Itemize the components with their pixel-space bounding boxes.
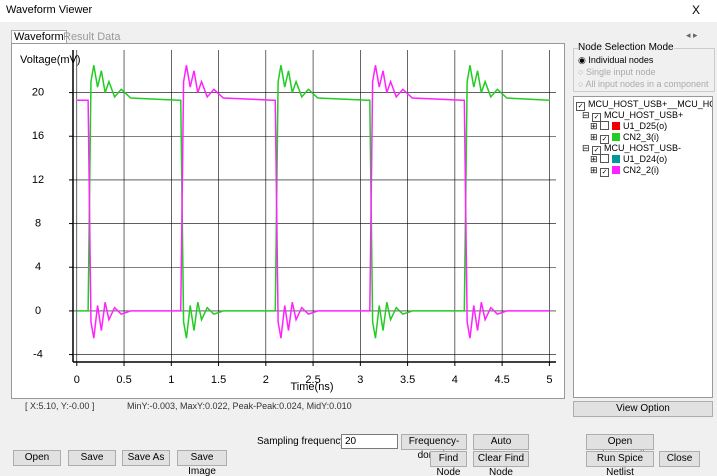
radio-label: Individual nodes: [588, 55, 654, 65]
tree-group[interactable]: ⊟ ✓ MCU_HOST_USB-: [582, 143, 682, 155]
close-button[interactable]: Close: [659, 451, 700, 467]
open-button[interactable]: Open: [13, 450, 61, 466]
x-tick-label: 2.5: [305, 374, 320, 386]
y-tick-label: 16: [32, 130, 44, 142]
swatch: [612, 155, 621, 163]
tree-label: CN2_3(i): [623, 132, 660, 142]
x-axis-label: Time(ns): [291, 381, 334, 393]
find-node-button[interactable]: Find Node: [430, 451, 467, 476]
x-tick-label: 1: [168, 374, 174, 386]
swatch: [612, 133, 621, 141]
auto-measure-button[interactable]: Auto Measure: [473, 434, 529, 461]
sampling-label: Sampling frequency: [257, 436, 346, 447]
y-tick-label: 0: [35, 305, 41, 317]
radio-single[interactable]: ○ Single input node: [578, 67, 656, 77]
save-image-button[interactable]: Save Image: [177, 450, 227, 476]
title-bar: [0, 0, 717, 22]
tree-node[interactable]: ⊞ ✓ CN2_2(i): [590, 165, 660, 177]
x-tick-label: 0.5: [116, 374, 131, 386]
x-tick-label: 3: [357, 374, 363, 386]
chart: Voltage(mV) Time(ns) 0 0.5 1 1.5 2 2.5 3 3.5 4 4.…: [20, 50, 556, 393]
node-tree: ✓MCU_HOST_USB+__MCU_HOST_ ⊟ ✓MCU_HOST_US…: [573, 96, 713, 398]
radio-individual[interactable]: ◉ Individual nodes: [578, 55, 654, 65]
x-tick-label: 0: [74, 374, 80, 386]
plot-frame: [11, 43, 565, 399]
x-tick-label: 3.5: [400, 374, 415, 386]
x-tick-label: 1.5: [211, 374, 226, 386]
swatch: [612, 122, 621, 130]
radio-label: Single input node: [585, 67, 656, 77]
tab-nav[interactable]: ◂ ▸: [686, 30, 698, 40]
window-title: Waveform Viewer: [6, 4, 93, 16]
close-x[interactable]: X: [692, 3, 701, 17]
y-tick-label: 20: [32, 86, 44, 98]
radio-all[interactable]: ○ All input nodes in a component: [578, 79, 709, 89]
tree-label: CN2_2(i): [623, 165, 660, 175]
y-tick-label: 4: [35, 261, 41, 273]
open-spiceout-button[interactable]: Open SpiceOut File: [586, 434, 654, 461]
save-as-button[interactable]: Save As: [122, 450, 170, 466]
tree-label: MCU_HOST_USB-: [604, 143, 682, 153]
tree-node[interactable]: ⊞ ✓ CN2_3(i): [590, 132, 660, 144]
run-spice-button[interactable]: Run Spice Netlist: [586, 451, 654, 476]
stats-readout: MinY:-0.003, MaxY:0.022, Peak-Peak:0.024…: [127, 401, 352, 411]
frequency-domain-button[interactable]: Frequency-domain: [401, 434, 467, 461]
clear-find-node-button[interactable]: Clear Find Node: [473, 451, 529, 476]
y-axis-label: Voltage(mV): [20, 54, 81, 66]
save-button[interactable]: Save: [68, 450, 116, 466]
x-tick-label: 5: [546, 374, 552, 386]
x-tick-label: 4.5: [494, 374, 509, 386]
tree-label: MCU_HOST_USB+: [604, 110, 684, 120]
view-option-button[interactable]: View Option: [573, 401, 713, 417]
y-tick-label: 8: [35, 217, 41, 229]
tab-result-data[interactable]: Result Data: [63, 31, 121, 43]
tree-label: U1_D25(o): [623, 121, 668, 131]
tree-label: U1_D24(o): [623, 154, 668, 164]
series-line: [76, 65, 550, 339]
tree-node[interactable]: ⊞ U1_D25(o): [590, 121, 668, 131]
radio-label: All input nodes in a component: [585, 79, 709, 89]
tree-root[interactable]: ✓MCU_HOST_USB+__MCU_HOST_: [576, 99, 712, 111]
tab-waveform[interactable]: Waveform: [11, 30, 67, 43]
series-line: [76, 65, 550, 339]
node-mode-title: Node Selection Mode: [578, 42, 674, 53]
x-tick-label: 4: [452, 374, 458, 386]
swatch: [612, 166, 621, 174]
x-tick-label: 2: [263, 374, 269, 386]
tree-node[interactable]: ⊞ U1_D24(o): [590, 154, 668, 164]
cursor-readout: [ X:5.10, Y:-0.00 ]: [25, 401, 95, 411]
tree-group[interactable]: ⊟ ✓ MCU_HOST_USB+: [582, 110, 684, 122]
y-tick-label: -4: [33, 348, 43, 360]
sampling-input[interactable]: 20: [341, 434, 398, 449]
tree-label: MCU_HOST_USB+__MCU_HOST_: [588, 99, 712, 109]
y-tick-label: 12: [32, 174, 44, 186]
